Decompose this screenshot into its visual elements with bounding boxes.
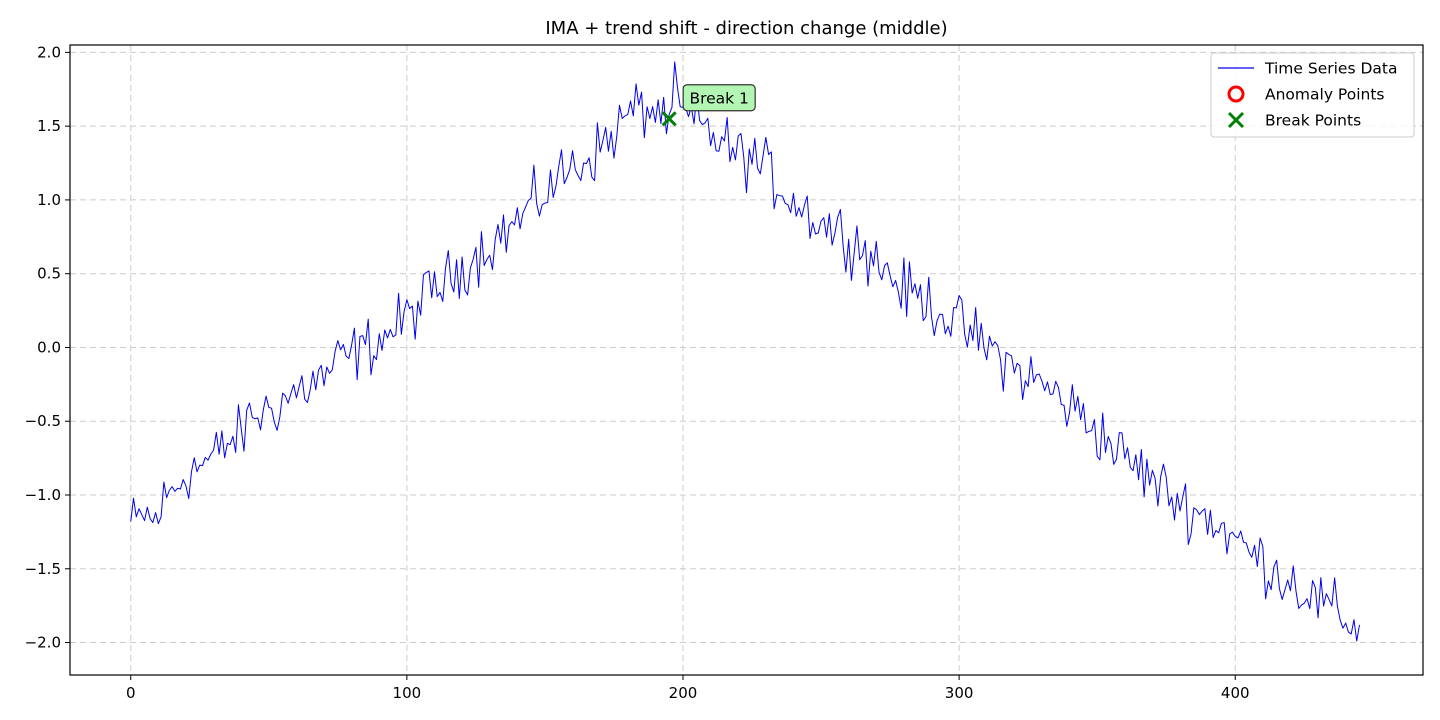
- legend-label: Break Points: [1265, 112, 1361, 130]
- x-tick-label: 300: [945, 684, 974, 702]
- tick-layer: 0 100 200 300 400 −2.0 −1.5 −1.0 −0.5 0.0 0.5 1.0 1.…: [25, 43, 1250, 702]
- legend: Time Series Data Anomaly Points Break Poin…: [1210, 52, 1415, 138]
- y-tick-label: −1.5: [25, 560, 61, 578]
- y-tick-label: 0.0: [37, 338, 61, 356]
- marker-layer: [661, 111, 677, 127]
- y-tick-label: 1.0: [37, 191, 61, 209]
- y-tick-label: 0.5: [37, 265, 61, 283]
- annotation-label: Break 1: [689, 89, 748, 107]
- series-layer: [130, 61, 1360, 642]
- legend-swatch-x: [1227, 111, 1245, 129]
- legend-box: [1210, 52, 1415, 138]
- y-tick-label: 1.5: [37, 117, 61, 135]
- axes-frame: [69, 44, 1424, 676]
- y-tick-label: −1.0: [25, 486, 61, 504]
- x-tick-label: 0: [126, 684, 136, 702]
- annotation-layer: Break 1: [682, 84, 756, 112]
- legend-label: Anomaly Points: [1265, 86, 1384, 104]
- legend-label: Time Series Data: [1264, 60, 1397, 78]
- series-line-time-series-data: [130, 61, 1360, 642]
- y-tick-label: −2.0: [25, 634, 61, 652]
- annotation-box: [682, 84, 756, 112]
- x-tick-label: 100: [393, 684, 422, 702]
- x-tick-label: 200: [669, 684, 698, 702]
- x-tick-label: 400: [1221, 684, 1250, 702]
- grid: [70, 45, 1423, 675]
- chart-title: IMA + trend shift - direction change (mi…: [545, 18, 947, 39]
- break-point-marker: [661, 111, 677, 127]
- legend-swatch-circle: [1227, 85, 1245, 103]
- y-tick-label: −0.5: [25, 412, 61, 430]
- y-tick-label: 2.0: [37, 43, 61, 61]
